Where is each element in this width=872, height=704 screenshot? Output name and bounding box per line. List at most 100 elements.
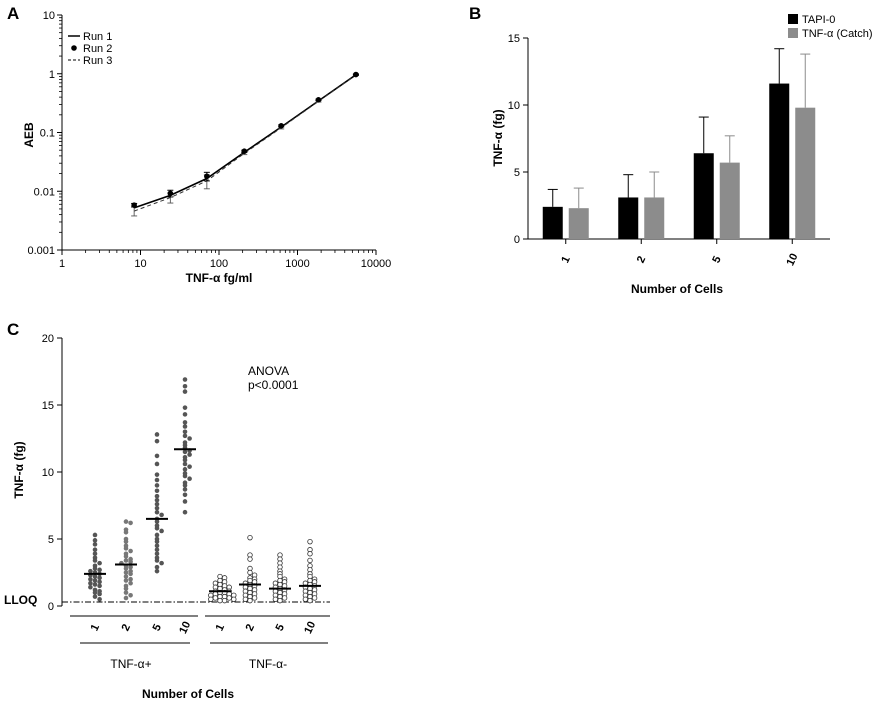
panel-c-point xyxy=(97,597,102,602)
panel-c-point xyxy=(311,595,318,601)
panel-b-x-axis-label: Number of Cells xyxy=(631,282,723,296)
panel-c-point xyxy=(128,592,133,598)
panel-a-legend: Run 1 Run 2 Run 3 xyxy=(68,31,112,67)
panel-c-point xyxy=(159,512,164,518)
panel-c-point xyxy=(123,566,129,571)
panel-c-point xyxy=(182,389,188,394)
panel-b-bar-tnf-catch xyxy=(644,197,665,239)
panel-c-point xyxy=(92,590,98,595)
panel-c-point xyxy=(182,429,188,435)
panel-c-point xyxy=(182,433,188,439)
panel-c-point xyxy=(231,596,237,602)
panel-c-point xyxy=(182,499,188,504)
panel-b-category-label: 10 xyxy=(785,252,801,268)
panel-c-point xyxy=(154,488,160,494)
panel-c-category-label: 5 xyxy=(274,622,287,633)
panel-c-point xyxy=(182,405,188,410)
panel-c-point xyxy=(187,436,192,441)
panel-c-point xyxy=(182,473,188,479)
panel-c-point xyxy=(154,461,160,467)
panel-c-point xyxy=(182,487,188,492)
panel-a-run-2-point xyxy=(353,71,359,78)
legend-tnf-catch-swatch xyxy=(788,28,798,38)
panel-c-point xyxy=(128,564,133,570)
panel-b-category-label: 2 xyxy=(635,254,648,265)
panel-a-run-2-point xyxy=(204,173,210,180)
panel-a-x-tick-label: 10 xyxy=(134,258,146,270)
panel-c-point xyxy=(97,567,102,573)
panel-c-point xyxy=(128,548,133,554)
panel-c-y-tick-label: 15 xyxy=(42,400,54,412)
panel-a-x-axis-label: TNF-α fg/ml xyxy=(186,271,253,285)
panel-c-point xyxy=(187,476,192,482)
panel-c-point xyxy=(88,580,93,586)
panel-a-x-tick-label: 1000 xyxy=(285,258,309,270)
panel-c-point xyxy=(154,509,160,515)
panel-c-point xyxy=(123,586,129,591)
panel-c-point xyxy=(92,558,98,563)
panel-b-y-tick-label: 0 xyxy=(514,234,520,246)
panel-c-point xyxy=(92,566,98,571)
panel-a-x-tick-label: 10000 xyxy=(361,258,392,270)
panel-a-run-2-point xyxy=(278,123,285,129)
panel-c-scatter-chart: TNF-α (fg) LLOQ ANOVA p<0.0001 TNF-α+ TN… xyxy=(4,333,330,701)
panel-c-point xyxy=(154,453,160,459)
panel-a-run-2-point xyxy=(315,97,322,103)
panel-c-point xyxy=(307,551,313,557)
panel-c-point xyxy=(154,525,160,531)
panel-c-point xyxy=(217,597,223,604)
legend-tnf-catch-label: TNF-α (Catch) xyxy=(802,28,872,40)
panel-a-y-tick-label: 0.01 xyxy=(34,186,55,198)
panel-a-y-axis-label: AEB xyxy=(22,122,36,148)
panel-c-point xyxy=(123,578,129,583)
panel-b-y-tick-label: 15 xyxy=(508,33,520,45)
panel-c-point xyxy=(182,424,188,429)
panel-c-point xyxy=(159,528,164,534)
panel-c-point xyxy=(182,461,188,467)
panel-b-y-tick-label: 10 xyxy=(508,100,520,112)
panel-c-point xyxy=(92,551,98,557)
panel-c-point xyxy=(88,584,93,590)
panel-c-point xyxy=(154,477,160,483)
panel-label-a: A xyxy=(7,4,19,23)
legend-run-3-label: Run 3 xyxy=(83,55,112,67)
panel-c-point xyxy=(182,412,188,417)
panel-c-point xyxy=(154,438,160,444)
panel-b-bar-tapi-0 xyxy=(618,197,639,239)
panel-b-bar-tnf-catch xyxy=(795,107,816,240)
legend-tapi-0-label: TAPI-0 xyxy=(802,14,835,26)
panel-a-x-tick-label: 1 xyxy=(59,258,65,270)
panel-b-bar-chart: TNF-α (fg) Number of Cells TAPI-0 TNF-α … xyxy=(491,14,872,296)
panel-c-point xyxy=(128,559,133,565)
panel-c-point xyxy=(212,595,219,601)
panel-c-point xyxy=(154,519,160,524)
panel-a-run-1-line xyxy=(133,74,357,209)
panel-c-point xyxy=(92,594,98,599)
panel-c-point xyxy=(154,564,160,570)
panel-c-point xyxy=(154,497,160,503)
panel-a-y-tick-label: 1 xyxy=(49,69,55,81)
legend-run-1-label: Run 1 xyxy=(83,31,112,43)
panel-c-point xyxy=(97,591,102,597)
panel-c-point xyxy=(92,538,98,543)
panel-b-bar-tapi-0 xyxy=(542,206,563,239)
panel-c-point xyxy=(97,579,102,585)
panel-c-point xyxy=(182,483,188,488)
panel-c-y-tick-label: 5 xyxy=(48,534,54,546)
panel-c-point xyxy=(123,574,129,579)
panel-c-point xyxy=(128,571,133,577)
panel-c-point xyxy=(92,578,98,583)
panel-c-point xyxy=(182,420,188,425)
panel-c-point xyxy=(251,595,258,601)
panel-c-point xyxy=(154,501,160,507)
panel-c-point xyxy=(187,452,192,457)
panel-label-b: B xyxy=(469,4,481,23)
panel-c-point xyxy=(247,569,253,576)
panel-c-point xyxy=(154,472,160,477)
panel-a-x-tick-label: 100 xyxy=(210,258,228,270)
panel-c-point xyxy=(208,596,214,602)
panel-a-y-tick-label: 0.001 xyxy=(27,245,55,257)
panel-c-point xyxy=(123,539,129,544)
panel-c-point xyxy=(307,538,313,545)
